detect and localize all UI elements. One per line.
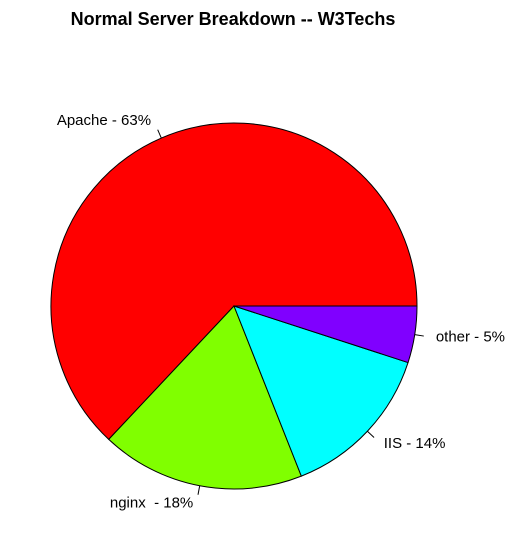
pie-slice	[108, 305, 303, 490]
chart-title: Normal Server Breakdown -- W3Techs	[71, 9, 396, 29]
slice-label: other - 5%	[436, 328, 505, 345]
pie-slice	[233, 305, 418, 364]
pie-slice	[50, 122, 418, 441]
slice-label: Apache - 63%	[57, 112, 151, 129]
slice-label: IIS - 14%	[384, 435, 446, 452]
label-tick	[197, 485, 201, 495]
slice-label: nginx - 18%	[110, 495, 193, 512]
label-tick	[157, 129, 162, 139]
label-tick	[367, 430, 375, 438]
label-tick	[414, 334, 424, 337]
